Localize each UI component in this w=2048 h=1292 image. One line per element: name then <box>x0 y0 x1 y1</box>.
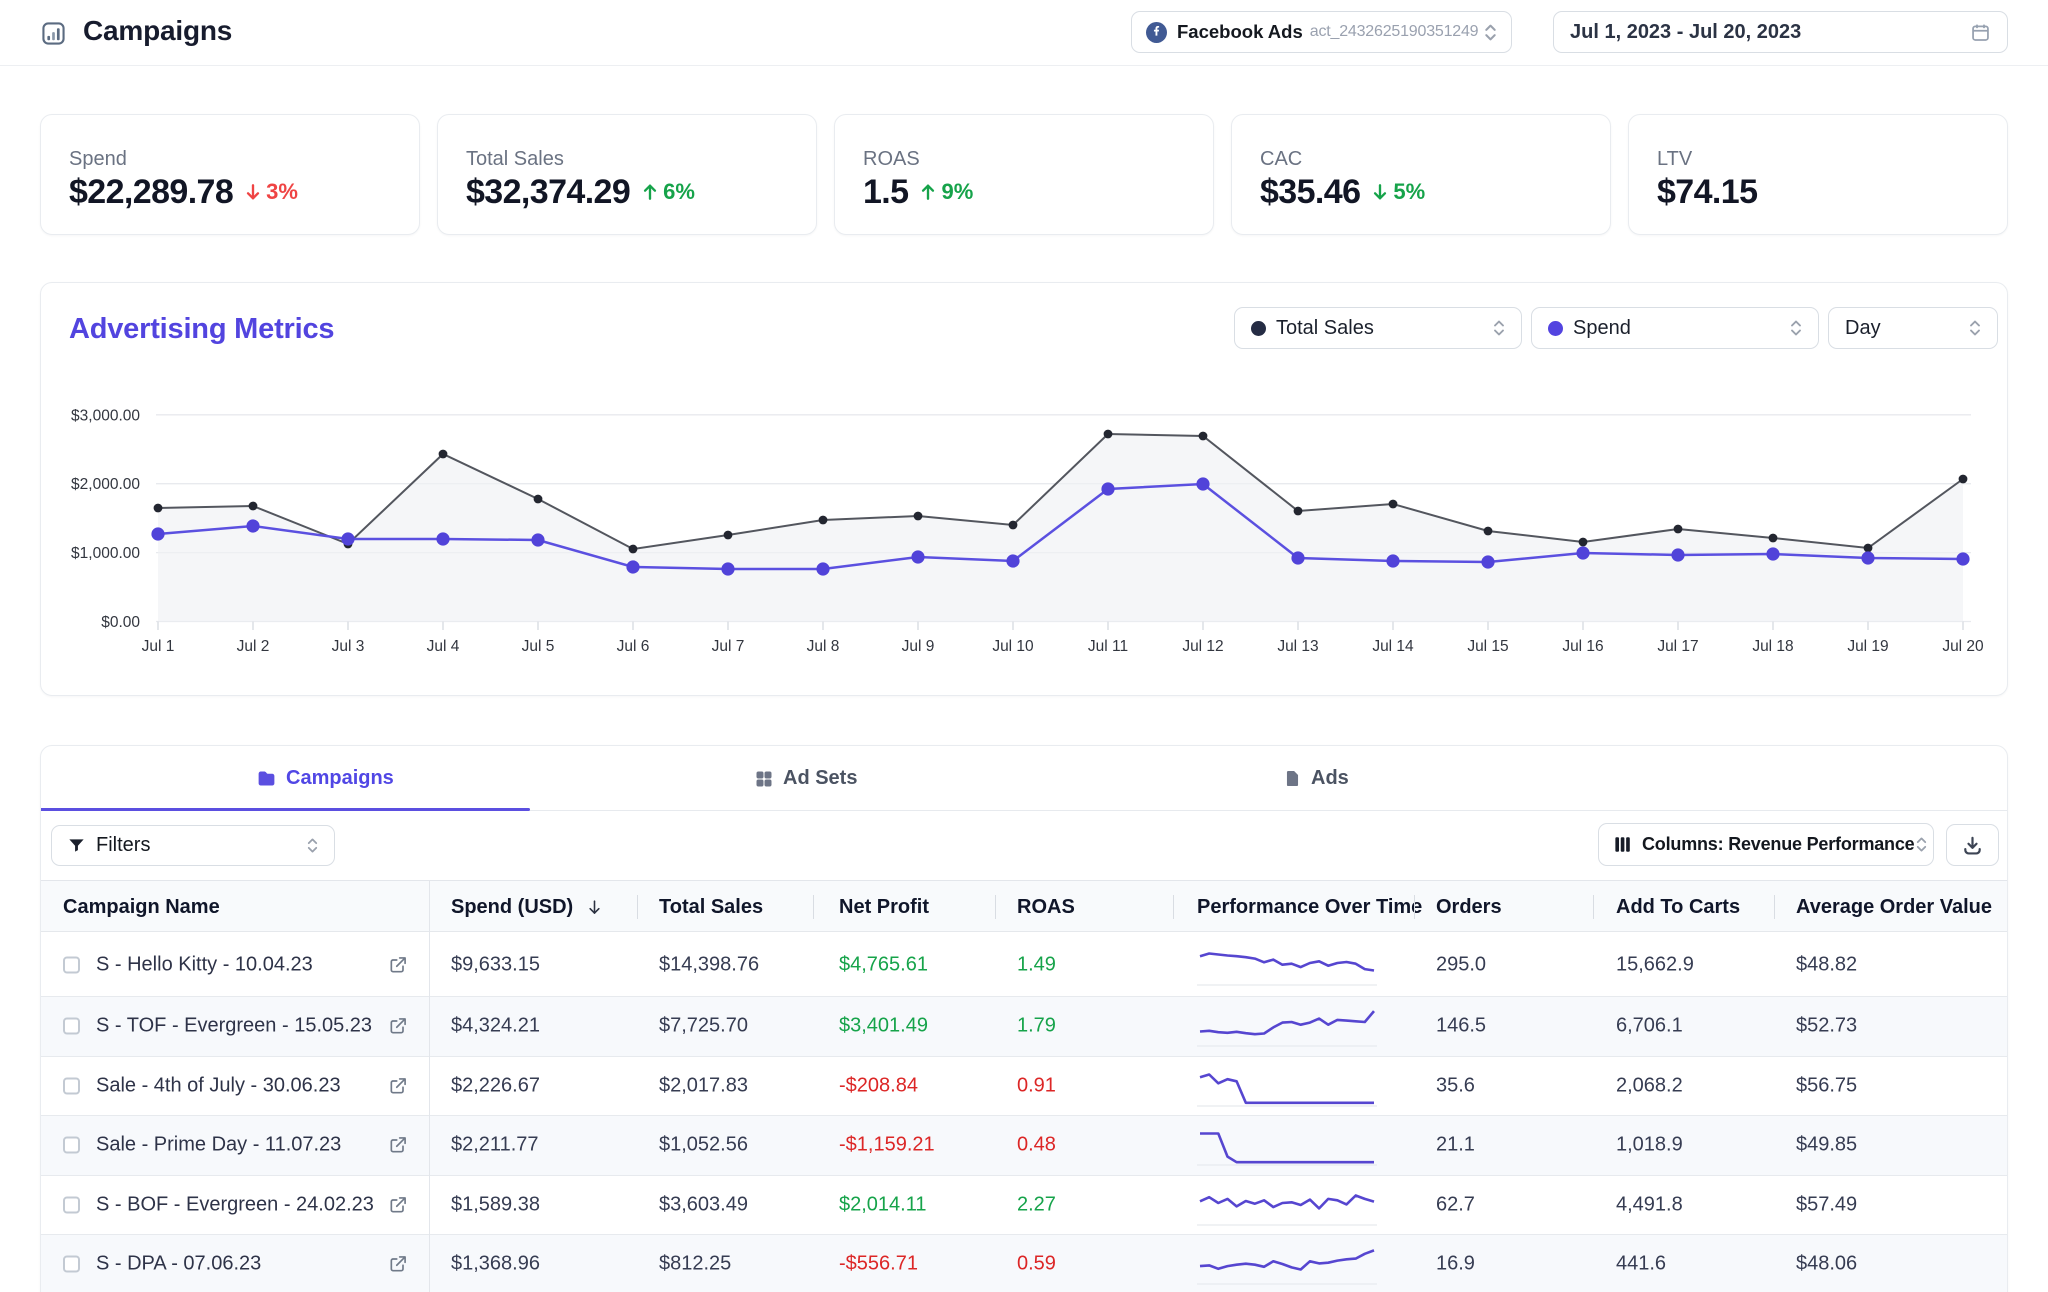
svg-text:Jul 5: Jul 5 <box>522 638 555 655</box>
svg-text:Jul 15: Jul 15 <box>1467 638 1508 655</box>
svg-text:Jul 1: Jul 1 <box>142 638 175 655</box>
svg-text:Jul 7: Jul 7 <box>712 638 745 655</box>
svg-text:Jul 3: Jul 3 <box>332 638 365 655</box>
svg-text:Jul 6: Jul 6 <box>617 638 650 655</box>
svg-text:Jul 13: Jul 13 <box>1277 638 1318 655</box>
svg-text:$1,000.00: $1,000.00 <box>71 545 140 562</box>
svg-text:Jul 11: Jul 11 <box>1088 638 1128 655</box>
svg-text:$2,000.00: $2,000.00 <box>71 476 140 493</box>
svg-text:Jul 12: Jul 12 <box>1182 638 1223 655</box>
svg-text:Jul 17: Jul 17 <box>1657 638 1698 655</box>
svg-text:$0.00: $0.00 <box>101 614 140 631</box>
svg-text:Jul 8: Jul 8 <box>807 638 840 655</box>
svg-text:Jul 20: Jul 20 <box>1942 638 1984 655</box>
svg-text:$3,000.00: $3,000.00 <box>71 407 140 424</box>
svg-text:Jul 10: Jul 10 <box>992 638 1034 655</box>
svg-text:Jul 19: Jul 19 <box>1847 638 1888 655</box>
svg-text:Jul 2: Jul 2 <box>237 638 270 655</box>
svg-text:Jul 16: Jul 16 <box>1562 638 1603 655</box>
svg-text:Jul 9: Jul 9 <box>902 638 935 655</box>
svg-text:Jul 18: Jul 18 <box>1752 638 1793 655</box>
svg-text:Jul 4: Jul 4 <box>427 638 460 655</box>
svg-text:Jul 14: Jul 14 <box>1372 638 1414 655</box>
